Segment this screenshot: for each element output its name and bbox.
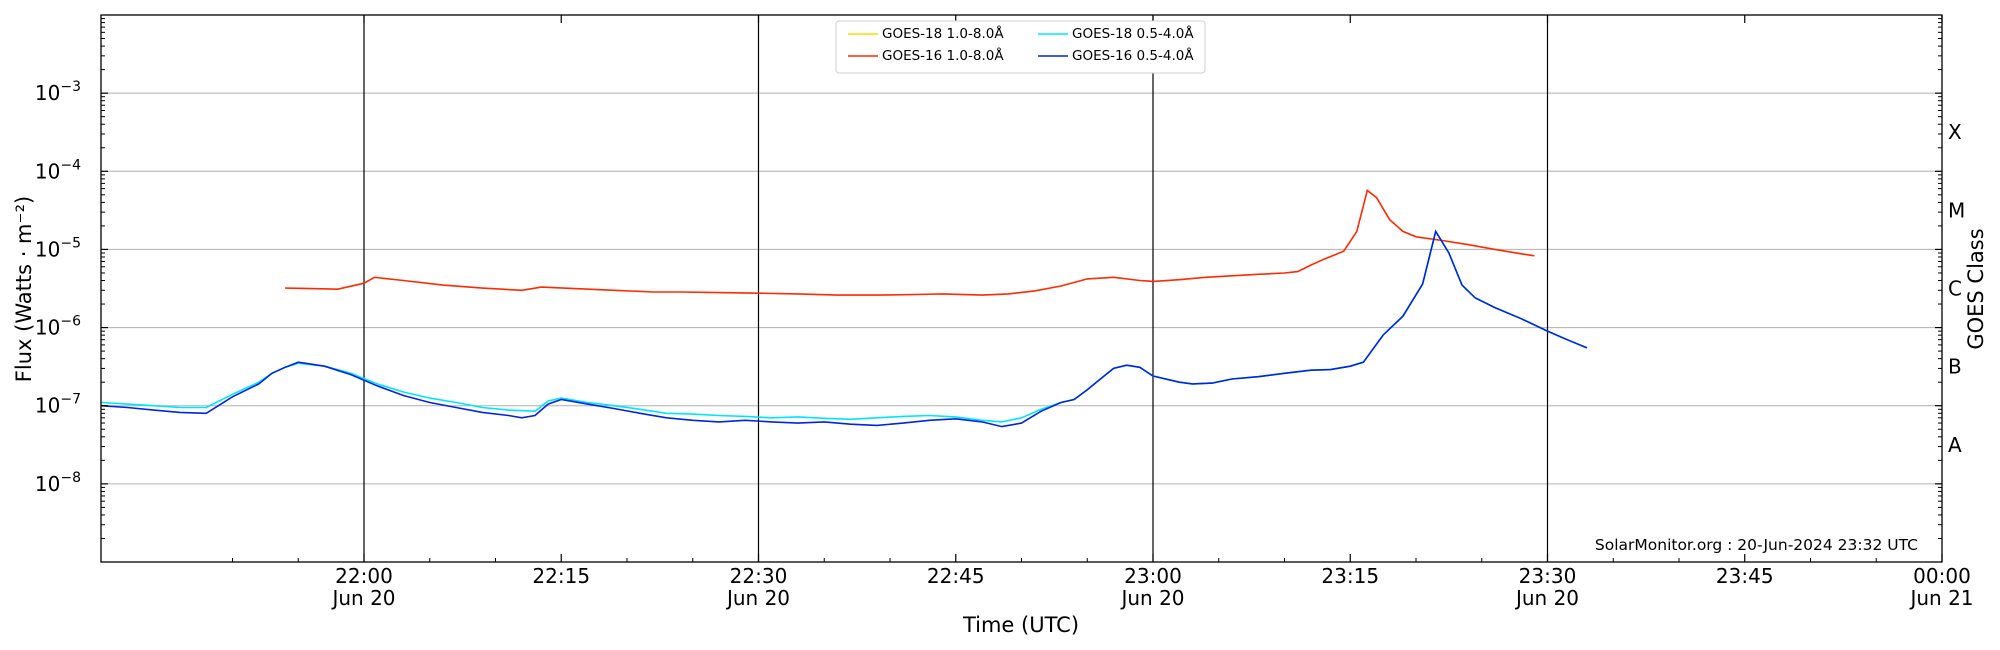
x-tick-label: 23:45 <box>1716 564 1774 588</box>
goes-class-label: X <box>1948 120 1962 144</box>
goes-class-label: C <box>1948 277 1962 301</box>
legend: GOES-18 1.0-8.0Å GOES-16 1.0-8.0Å GOES-18 … <box>835 20 1206 74</box>
series-line-3 <box>101 229 1588 428</box>
x-tick-label: 22:45 <box>927 564 985 588</box>
goes-class-label: A <box>1948 433 1962 457</box>
x-tick-label: 22:00 <box>335 564 393 588</box>
goes-class-label: M <box>1948 198 1965 222</box>
y-tick-label: 10−8 <box>35 470 81 496</box>
x-tick-date-label: Jun 20 <box>330 586 395 610</box>
credit-text: SolarMonitor.org : 20-Jun-2024 23:32 UTC <box>1595 536 1918 554</box>
x-tick-label: 23:00 <box>1124 564 1182 588</box>
gridlines <box>101 92 1942 485</box>
goes-class-label: B <box>1948 355 1962 379</box>
x-tick-label: 00:00 <box>1913 564 1971 588</box>
legend-label: GOES-16 1.0-8.0Å <box>882 47 1004 64</box>
axis-ticks <box>100 15 1943 562</box>
x-tick-date-label: Jun 21 <box>1908 586 1973 610</box>
day-time-vertical-lines <box>363 15 1549 562</box>
series-lines <box>101 189 1588 428</box>
x-axis-label: Time (UTC) <box>962 613 1079 637</box>
x-tick-date-label: Jun 20 <box>1119 586 1184 610</box>
legend-label: GOES-18 0.5-4.0Å <box>1072 25 1194 42</box>
legend-label: GOES-16 0.5-4.0Å <box>1072 47 1194 64</box>
x-tick-date-label: Jun 20 <box>725 586 790 610</box>
x-tick-label: 22:30 <box>730 564 788 588</box>
x-tick-label: 22:15 <box>532 564 590 588</box>
y-axis-label: Flux (Watts · m⁻²) <box>12 196 36 382</box>
x-tick-date-label: Jun 20 <box>1514 586 1579 610</box>
legend-label: GOES-18 1.0-8.0Å <box>882 25 1004 42</box>
x-tick-label: 23:15 <box>1321 564 1379 588</box>
right-axis-label: GOES Class <box>1964 228 1988 349</box>
series-line-1 <box>285 189 1535 296</box>
legend-box <box>835 20 1206 74</box>
x-tick-label: 23:30 <box>1519 564 1577 588</box>
